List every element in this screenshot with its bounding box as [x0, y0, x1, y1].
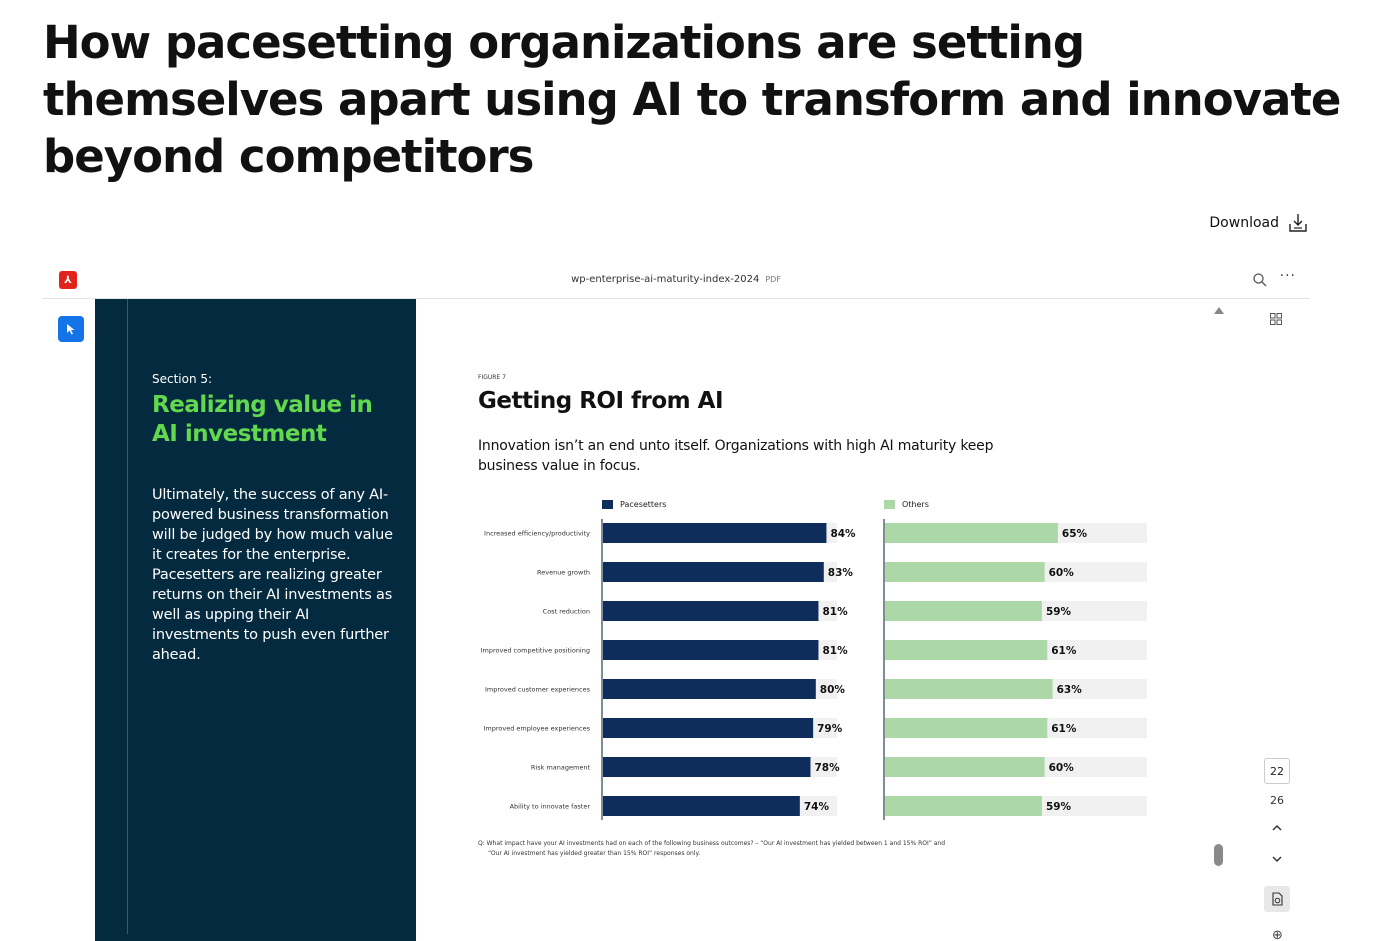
- data-label-others-improved-competitive-positioning: 61%: [1051, 645, 1077, 657]
- bar-pacesetters-risk-management: [603, 757, 811, 777]
- legend-item-pacesetters: Pacesetters: [602, 500, 666, 509]
- footnote-line-2: “Our AI investment has yielded greater t…: [488, 850, 701, 857]
- data-label-pacesetters-improved-employee-experiences: 79%: [817, 723, 843, 735]
- download-icon: [1289, 214, 1307, 232]
- section-body: Ultimately, the success of any AI-powere…: [152, 487, 393, 663]
- section-label: Section 5:: [152, 372, 213, 386]
- bar-pacesetters-ability-to-innovate-faster: [603, 796, 800, 816]
- thumbnails-grid-icon[interactable]: [1270, 313, 1282, 325]
- category-label-ability-to-innovate-faster: Ability to innovate faster: [510, 803, 591, 811]
- roi-bar-chart: Increased efficiency/productivity 84% 65% R…: [481, 519, 1147, 820]
- data-label-others-cost-reduction: 59%: [1046, 606, 1072, 618]
- download-button[interactable]: Download: [1209, 212, 1309, 234]
- viewer-toolbar: ⅄ wp-enterprise-ai-maturity-index-2024 PD…: [42, 262, 1310, 299]
- cursor-icon: [67, 324, 75, 335]
- legend-label-others: Others: [902, 500, 929, 509]
- bar-others-cost-reduction: [885, 601, 1042, 621]
- bar-others-improved-employee-experiences: [885, 718, 1048, 738]
- scroll-up-arrow-icon[interactable]: [1214, 307, 1224, 314]
- data-label-pacesetters-improved-customer-experiences: 80%: [820, 684, 846, 696]
- document-file-ext: PDF: [765, 275, 781, 284]
- category-label-risk-management: Risk management: [531, 764, 591, 772]
- figure-subtitle: Innovation isn’t an end unto itself. Org…: [478, 438, 994, 474]
- category-label-increased-efficiency-productivity: Increased efficiency/productivity: [484, 530, 590, 538]
- bar-others-risk-management: [885, 757, 1045, 777]
- bar-others-improved-competitive-positioning: [885, 640, 1048, 660]
- scrollbar[interactable]: [1200, 299, 1240, 941]
- data-label-pacesetters-risk-management: 78%: [814, 762, 840, 774]
- data-label-others-increased-efficiency-productivity: 65%: [1062, 528, 1088, 540]
- pdf-logo-icon: ⅄: [59, 271, 77, 289]
- zoom-in-icon[interactable]: ⊕: [1272, 928, 1283, 941]
- more-options-icon[interactable]: ···: [1279, 268, 1296, 284]
- select-tool-button[interactable]: [58, 316, 84, 342]
- section-panel: Section 5: Realizing value in AI investm…: [95, 299, 416, 941]
- data-label-pacesetters-improved-competitive-positioning: 81%: [822, 645, 848, 657]
- right-tool-rail: 22 26 ⊕: [1200, 299, 1310, 941]
- figure-footnote: Q: What impact have your AI investments …: [478, 839, 1018, 859]
- category-label-improved-competitive-positioning: Improved competitive positioning: [481, 647, 590, 655]
- category-label-improved-employee-experiences: Improved employee experiences: [484, 725, 591, 733]
- document-refresh-icon: [1272, 892, 1283, 906]
- bar-pacesetters-improved-customer-experiences: [603, 679, 816, 699]
- search-icon[interactable]: [1252, 272, 1268, 288]
- legend-item-others: Others: [884, 500, 929, 509]
- figure-title: Getting ROI from AI: [478, 388, 724, 414]
- bar-pacesetters-cost-reduction: [603, 601, 819, 621]
- left-tool-rail: [42, 299, 95, 941]
- data-label-others-improved-customer-experiences: 63%: [1057, 684, 1083, 696]
- next-page-chevron-down-icon[interactable]: [1270, 852, 1284, 866]
- data-label-pacesetters-ability-to-innovate-faster: 74%: [804, 801, 830, 813]
- data-label-pacesetters-cost-reduction: 81%: [822, 606, 848, 618]
- pdf-viewer: ⅄ wp-enterprise-ai-maturity-index-2024 PD…: [42, 262, 1310, 941]
- bar-others-ability-to-innovate-faster: [885, 796, 1042, 816]
- page-heading: How pacesetting organizations are settin…: [43, 16, 1341, 183]
- data-label-pacesetters-revenue-growth: 83%: [828, 567, 854, 579]
- data-label-pacesetters-increased-efficiency-productivity: 84%: [830, 528, 856, 540]
- bar-pacesetters-improved-employee-experiences: [603, 718, 814, 738]
- bar-others-improved-customer-experiences: [885, 679, 1053, 699]
- bar-others-increased-efficiency-productivity: [885, 523, 1058, 543]
- data-label-others-risk-management: 60%: [1049, 762, 1075, 774]
- figure-label: FIGURE 7: [478, 374, 506, 381]
- legend-swatch-pacesetters: [602, 500, 613, 509]
- document-file-name: wp-enterprise-ai-maturity-index-2024: [571, 274, 760, 285]
- data-label-others-improved-employee-experiences: 61%: [1051, 723, 1077, 735]
- scrollbar-thumb[interactable]: [1214, 844, 1223, 866]
- document-title: wp-enterprise-ai-maturity-index-2024 PDF: [42, 274, 1310, 285]
- download-label: Download: [1209, 215, 1279, 231]
- legend-swatch-others: [884, 500, 895, 509]
- bar-pacesetters-revenue-growth: [603, 562, 824, 582]
- current-page-input[interactable]: 22: [1264, 758, 1290, 784]
- total-pages: 26: [1270, 794, 1284, 807]
- bar-others-revenue-growth: [885, 562, 1045, 582]
- panel-divider: [127, 299, 128, 934]
- bar-pacesetters-improved-competitive-positioning: [603, 640, 819, 660]
- pdf-page: Section 5: Realizing value in AI investm…: [95, 299, 1200, 941]
- previous-page-chevron-up-icon[interactable]: [1270, 821, 1284, 835]
- section-title: Realizing value in AI investment: [152, 392, 373, 447]
- data-label-others-ability-to-innovate-faster: 59%: [1046, 801, 1072, 813]
- data-label-others-revenue-growth: 60%: [1049, 567, 1075, 579]
- category-label-cost-reduction: Cost reduction: [543, 608, 590, 616]
- footnote-line-1: Q: What impact have your AI investments …: [478, 840, 946, 847]
- category-label-improved-customer-experiences: Improved customer experiences: [485, 686, 591, 694]
- legend-label-pacesetters: Pacesetters: [620, 500, 667, 509]
- page-tools-button[interactable]: [1264, 886, 1290, 912]
- category-label-revenue-growth: Revenue growth: [537, 569, 590, 577]
- bar-pacesetters-increased-efficiency-productivity: [603, 523, 827, 543]
